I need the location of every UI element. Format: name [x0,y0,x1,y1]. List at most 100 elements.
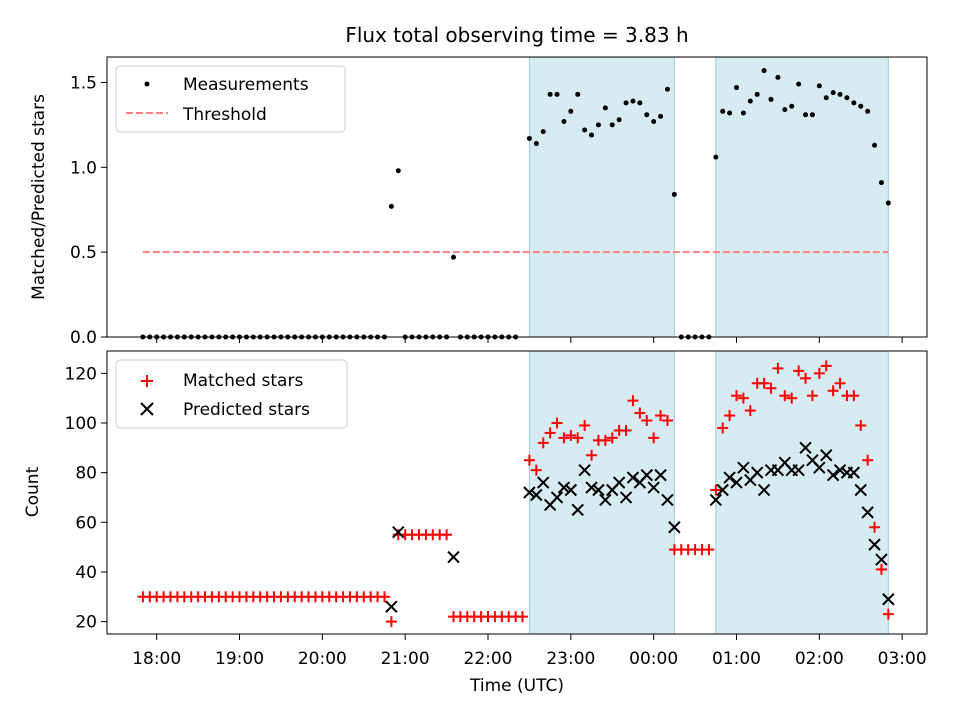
x-tick-label: 00:00 [629,649,678,669]
x-tick-label: 03:00 [878,649,927,669]
predicted-star-point [392,526,405,539]
measurement-point [782,107,788,113]
matched-star-point [572,432,584,444]
legend-threshold-label: Threshold [182,105,267,125]
measurement-point [630,98,636,104]
measurement-point [450,254,456,260]
top-legend: Measurements Threshold [115,65,346,133]
predicted-star-point [619,491,633,504]
measurement-point [733,85,739,91]
measurement-point [823,95,829,101]
top-y-tick-label: 1.5 [70,73,97,93]
measurement-point [775,74,781,80]
top-panel: 0.0 0.5 1.0 1.5 Matched/Predicted stars Mea… [29,56,928,348]
measurement-point [395,168,401,174]
legend-matched-marker [141,375,153,387]
x-tick-label: 20:00 [298,649,347,669]
predicted-star-point [709,493,722,507]
measurement-point [575,91,581,97]
matched-star-point [558,432,570,444]
measurement-point [858,103,864,109]
legend-measurements-label: Measurements [183,75,309,95]
bottom-panel: 20 40 60 80 100 120 18:00 19:00 20:00 21:00 22:00… [23,350,928,696]
predicted-star-point [550,491,564,504]
matched-star-point [620,424,632,436]
measurement-point [609,122,615,128]
measurement-point [816,83,822,89]
legend-matched-label: Matched stars [183,371,303,391]
predicted-star-point [668,521,681,534]
matched-star-point [385,616,397,628]
measurement-point [595,122,601,128]
measurement-point [658,113,664,119]
matched-star-point [882,608,894,620]
predicted-star-point [826,468,840,482]
matched-star-point [730,390,742,402]
predicted-star-point [833,463,847,477]
predicted-star-point [861,506,874,519]
predicted-star-point [557,481,571,494]
predicted-star-point [578,463,591,477]
measurement-point [740,110,746,116]
predicted-star-point [612,476,626,489]
predicted-star-point [447,550,460,564]
measurement-point [754,91,760,97]
measurement-point [789,103,795,109]
measurement-point [713,154,719,160]
measurement-point [533,141,539,147]
measurement-point [720,108,726,114]
matched-star-point [627,395,639,407]
measurement-point [671,191,677,197]
top-y-axis: 0.0 0.5 1.0 1.5 [70,73,107,348]
predicted-star-point [882,593,895,606]
matched-star-point [606,432,618,444]
matched-star-point [641,415,653,427]
measurement-point [768,96,774,102]
predicted-star-point [530,488,543,502]
bottom-legend: Matched stars Predicted stars [115,359,348,429]
matched-star-point [655,410,667,422]
predicted-star-point [854,483,867,497]
matched-star-point [820,360,832,372]
predicted-star-point [750,466,764,479]
predicted-star-point [647,481,660,494]
top-shaded-interval-1 [528,56,675,338]
bottom-y-tick-label: 100 [65,414,97,434]
matched-star-point [634,407,646,419]
measurement-point [651,118,657,124]
predicted-star-point [571,503,584,517]
bottom-shaded-intervals [528,350,889,635]
x-tick-label: 18:00 [132,649,181,669]
matched-star-point [551,417,563,429]
top-y-tick-label: 0.0 [70,328,97,348]
measurements-points [140,68,891,340]
measurement-point [851,100,857,106]
measurement-point [885,200,891,206]
measurement-point [623,100,629,106]
legend-measurements-marker [144,81,150,87]
matched-star-point [786,392,798,404]
x-tick-label: 21:00 [381,649,430,669]
matched-star-point [599,434,611,446]
bottom-y-tick-label: 120 [65,364,97,384]
measurement-point [637,100,643,106]
measurement-point [554,91,560,97]
predicted-star-point [585,481,598,494]
predicted-star-point [716,483,729,497]
predicted-star-point [723,471,736,484]
predicted-star-point [799,441,812,455]
predicted-star-point [385,600,398,613]
matched-star-point [537,437,549,449]
matched-star-point [710,484,722,496]
matched-star-point [517,611,529,623]
bottom-y-tick-label: 40 [75,563,97,583]
legend-predicted-marker [140,402,154,416]
predicted-star-point [564,483,578,497]
matched-star-point [378,591,390,603]
x-tick-label: 02:00 [795,649,844,669]
predicted-star-point [523,486,536,499]
matched-star-point [772,362,784,374]
matched-star-point [765,382,777,394]
measurement-point [809,112,815,118]
